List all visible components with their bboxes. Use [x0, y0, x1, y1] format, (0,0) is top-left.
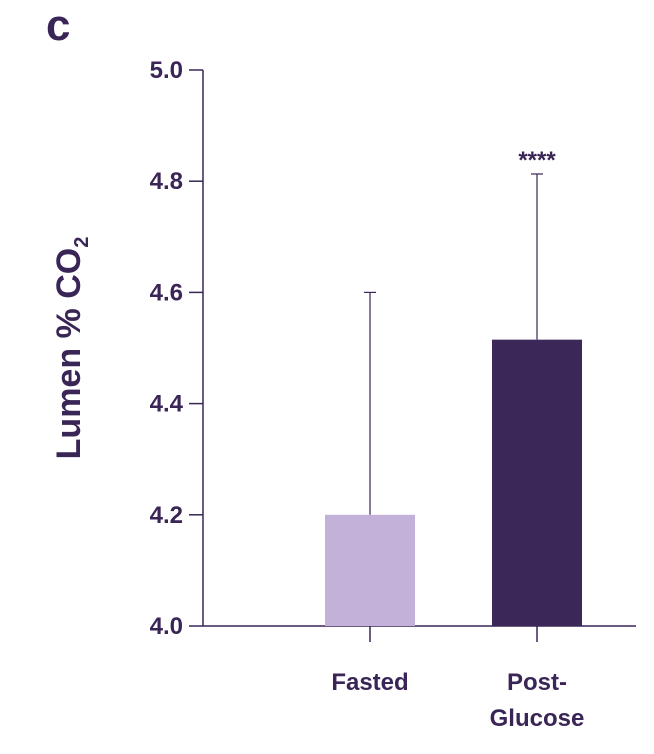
y-tick-label: 4.6 [150, 279, 183, 306]
y-axis-label: Lumen % CO2 [50, 237, 93, 460]
error-bars [364, 173, 543, 515]
bar [325, 514, 415, 626]
y-tick-label: 4.8 [150, 168, 183, 195]
y-tick-label: 4.2 [150, 502, 183, 529]
bars [325, 339, 582, 626]
y-tick-label: 4.0 [150, 613, 183, 640]
significance-label: **** [518, 147, 556, 174]
y-tick-label: 4.4 [150, 391, 184, 418]
x-tick-label: Fasted [331, 669, 408, 696]
y-tick-label: 5.0 [150, 57, 183, 84]
panel-label: c [46, 1, 71, 50]
bar [492, 339, 582, 626]
x-tick-label: Post-Glucose [490, 669, 585, 732]
labels: 4.0 4.2 4.4 4.6 4.8 5.0 Fasted Post-Glucose ****… [50, 57, 584, 732]
